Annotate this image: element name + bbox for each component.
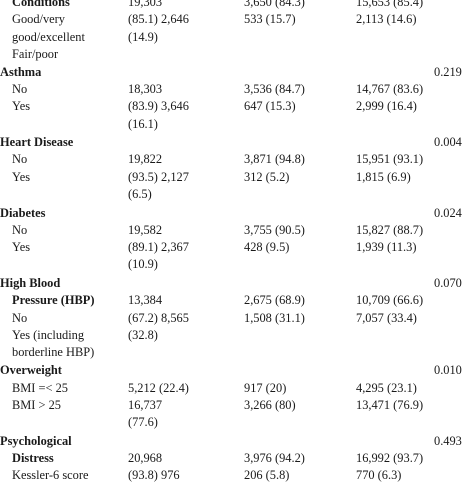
row-label: Yes <box>12 240 31 255</box>
row-label: borderline HBP) <box>12 345 95 360</box>
cell-col1: (93.5) 2,127 <box>128 169 189 184</box>
cell-col3: 1,939 (11.3) <box>356 240 417 255</box>
section-title: Overweight <box>0 363 62 378</box>
cell-col2: 312 (5.2) <box>244 169 290 184</box>
cell-col2: 1,508 (31.1) <box>244 310 305 325</box>
row-label: Fair/poor <box>12 46 59 61</box>
cell-col3: 15,951 (93.1) <box>356 152 424 167</box>
table-page: Conditions 19,303 3,650 (84.3) 15,653 (85.4… <box>0 0 462 482</box>
cell-col2: 428 (9.5) <box>244 240 290 255</box>
cell-col1: 18,303 <box>128 82 163 96</box>
cell-col1: 16,737 <box>128 398 163 412</box>
cell-col1: (6.5) <box>128 187 152 201</box>
section-title: Psychological <box>0 433 72 448</box>
cell-col1: (10.9) <box>128 257 158 272</box>
cell-col2: 206 (5.8) <box>244 468 290 483</box>
cell-col1: (14.9) <box>128 29 158 44</box>
row-label: No <box>12 152 28 167</box>
cell-col2: 917 (20) <box>244 380 287 395</box>
cell-col3: 13,471 (76.9) <box>356 398 424 412</box>
cell-col1: 19,822 <box>128 152 163 167</box>
cell-col1: (89.1) 2,367 <box>128 240 189 255</box>
cell-col1: 20,968 <box>128 450 163 465</box>
row-label: Kessler-6 score <box>12 468 89 483</box>
cell-col2: 3,871 (94.8) <box>244 152 305 167</box>
row-label: Yes <box>12 169 31 184</box>
cell-col1: 19,582 <box>128 222 163 237</box>
cell-col3: 2,113 (14.6) <box>356 12 417 27</box>
cell-col3: 10,709 (66.6) <box>356 293 424 308</box>
cell-col1: (83.9) 3,646 <box>128 99 189 114</box>
p-value: 0.004 <box>434 135 462 150</box>
cell-col2: 647 (15.3) <box>244 99 296 114</box>
cell-col3: 14,767 (83.6) <box>356 82 424 96</box>
section-title: Heart Disease <box>0 135 74 150</box>
cell-col1: 5,212 (22.4) <box>128 380 189 395</box>
cell-col2: 3,536 (84.7) <box>244 82 305 96</box>
cell-col1: (16.1) <box>128 116 158 131</box>
cell-col3: 16,992 (93.7) <box>356 450 424 465</box>
cell-col2: 3,755 (90.5) <box>244 222 305 237</box>
section-title: High Blood <box>0 275 61 290</box>
cell-col3: 1,815 (6.9) <box>356 169 411 184</box>
cell-col3: 15,653 (85.4) <box>356 0 424 9</box>
cell-col2: 533 (15.7) <box>244 12 296 27</box>
cell-col3: 4,295 (23.1) <box>356 380 417 395</box>
cell-col1: (67.2) 8,565 <box>128 310 189 325</box>
row-label: Yes (including <box>12 327 85 342</box>
cell-col2: 2,675 (68.9) <box>244 293 305 308</box>
section-title: Asthma <box>0 64 42 79</box>
row-label: Pressure (HBP) <box>12 293 95 308</box>
row-label: No <box>12 82 28 96</box>
row-label: good/excellent <box>12 29 85 44</box>
cell-col1: (85.1) 2,646 <box>128 12 189 27</box>
cell-col1: (77.6) <box>128 415 158 430</box>
cell-col2: 3,976 (94.2) <box>244 450 305 465</box>
p-value: 0.010 <box>434 363 462 378</box>
row-label: No <box>12 310 28 325</box>
p-value: 0.219 <box>434 64 462 79</box>
cell-col3: 770 (6.3) <box>356 468 402 483</box>
p-value: 0.493 <box>434 433 462 448</box>
cell-col2: 3,650 (84.3) <box>244 0 305 9</box>
row-label: Distress <box>12 450 54 465</box>
row-label: BMI =< 25 <box>12 380 68 395</box>
cell-col3: 15,827 (88.7) <box>356 222 424 237</box>
p-value: 0.070 <box>434 275 462 290</box>
section-title: Diabetes <box>0 205 46 220</box>
row-label: Good/very <box>12 12 65 27</box>
row-label: No <box>12 222 28 237</box>
cell-col1: (32.8) <box>128 327 158 342</box>
row-label: BMI > 25 <box>12 398 61 412</box>
cell-col1: 13,384 <box>128 293 163 308</box>
cell-col3: 2,999 (16.4) <box>356 99 417 114</box>
cell-col1: (93.8) 976 <box>128 468 180 483</box>
cell-col2: 3,266 (80) <box>244 398 296 412</box>
row-label: Conditions <box>12 0 70 9</box>
cell-col3: 7,057 (33.4) <box>356 310 417 325</box>
row-label: Yes <box>12 99 31 114</box>
p-value: 0.024 <box>434 205 462 220</box>
cell-col1: 19,303 <box>128 0 163 9</box>
